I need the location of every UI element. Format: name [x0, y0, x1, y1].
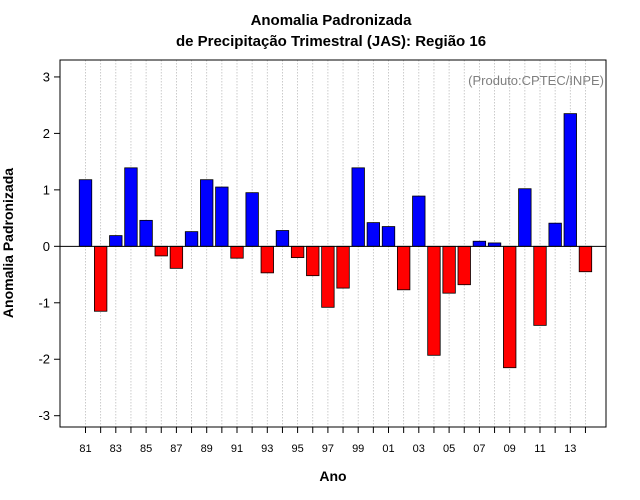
bar-03 — [412, 195, 426, 247]
y-tick-label: 2 — [43, 126, 50, 141]
bar-08 — [487, 242, 502, 247]
x-tick-label: 85 — [140, 443, 152, 455]
bar-14 — [578, 245, 593, 273]
bar-04 — [427, 245, 441, 356]
x-tick-label: 91 — [231, 443, 243, 455]
bar-87 — [169, 245, 184, 269]
bar-09 — [503, 245, 517, 369]
chart-subtitle: de Precipitação Trimestral (JAS): Região… — [176, 33, 486, 50]
bar-86 — [154, 245, 168, 257]
bar-83 — [109, 235, 123, 247]
y-tick-label: 3 — [43, 69, 50, 84]
y-tick-label: 0 — [43, 239, 50, 254]
plot-frame — [59, 59, 607, 428]
x-tick-label: 81 — [79, 443, 91, 455]
bar-11 — [533, 245, 547, 326]
y-tick-label: -3 — [38, 408, 50, 423]
chart-title: Anomalia Padronizada — [251, 12, 413, 29]
x-axis: 81 83 85 87 89 91 93 95 97 99 01 03 05 07 09 11 13 — [79, 427, 586, 455]
x-tick-label: 11 — [534, 443, 545, 455]
bar-90 — [215, 186, 229, 247]
y-tick-label: -1 — [38, 295, 50, 310]
x-tick-label: 01 — [382, 443, 394, 455]
bar-81 — [78, 179, 93, 247]
bar-99 — [351, 167, 365, 247]
x-tick-label: 89 — [201, 443, 213, 455]
bar-98 — [336, 245, 350, 289]
bar-89 — [200, 179, 214, 247]
bar-05 — [442, 245, 456, 294]
bar-95 — [290, 245, 305, 259]
bar-93 — [260, 245, 274, 274]
bar-88 — [184, 231, 199, 247]
bar-97 — [321, 245, 335, 308]
bar-94 — [275, 230, 290, 247]
x-tick-label: 95 — [291, 443, 303, 455]
y-tick-label: 1 — [43, 182, 50, 197]
bar-13 — [563, 113, 577, 247]
y-axis-label: Anomalia Padronizada — [0, 168, 16, 318]
y-axis: -3 -2 -1 0 1 2 3 — [38, 69, 60, 423]
x-tick-label: 05 — [443, 443, 455, 455]
bar-12 — [548, 222, 562, 247]
bar-92 — [245, 192, 259, 247]
x-tick-label: 99 — [352, 443, 364, 455]
bar-07 — [472, 240, 487, 247]
bar-00 — [366, 222, 381, 247]
bar-82 — [94, 245, 108, 312]
bar-91 — [230, 245, 244, 259]
source-annotation: (Produto:CPTEC/INPE) — [468, 73, 604, 88]
bar-84 — [124, 167, 138, 247]
bar-01 — [381, 226, 396, 247]
bar-06 — [457, 245, 471, 286]
x-tick-label: 83 — [110, 443, 122, 455]
x-tick-label: 93 — [261, 443, 273, 455]
bar-10 — [518, 188, 532, 247]
bars — [78, 113, 593, 369]
x-tick-label: 13 — [564, 443, 576, 455]
grid-lines — [85, 60, 586, 427]
x-axis-label: Ano — [319, 468, 346, 484]
y-tick-label: -2 — [38, 352, 50, 367]
bar-96 — [306, 245, 320, 277]
x-tick-label: 03 — [413, 443, 425, 455]
x-tick-label: 87 — [170, 443, 182, 455]
x-tick-label: 09 — [504, 443, 516, 455]
bar-85 — [139, 219, 153, 247]
x-tick-label: 07 — [473, 443, 485, 455]
x-tick-label: 97 — [322, 443, 334, 455]
bar-02 — [396, 245, 411, 291]
